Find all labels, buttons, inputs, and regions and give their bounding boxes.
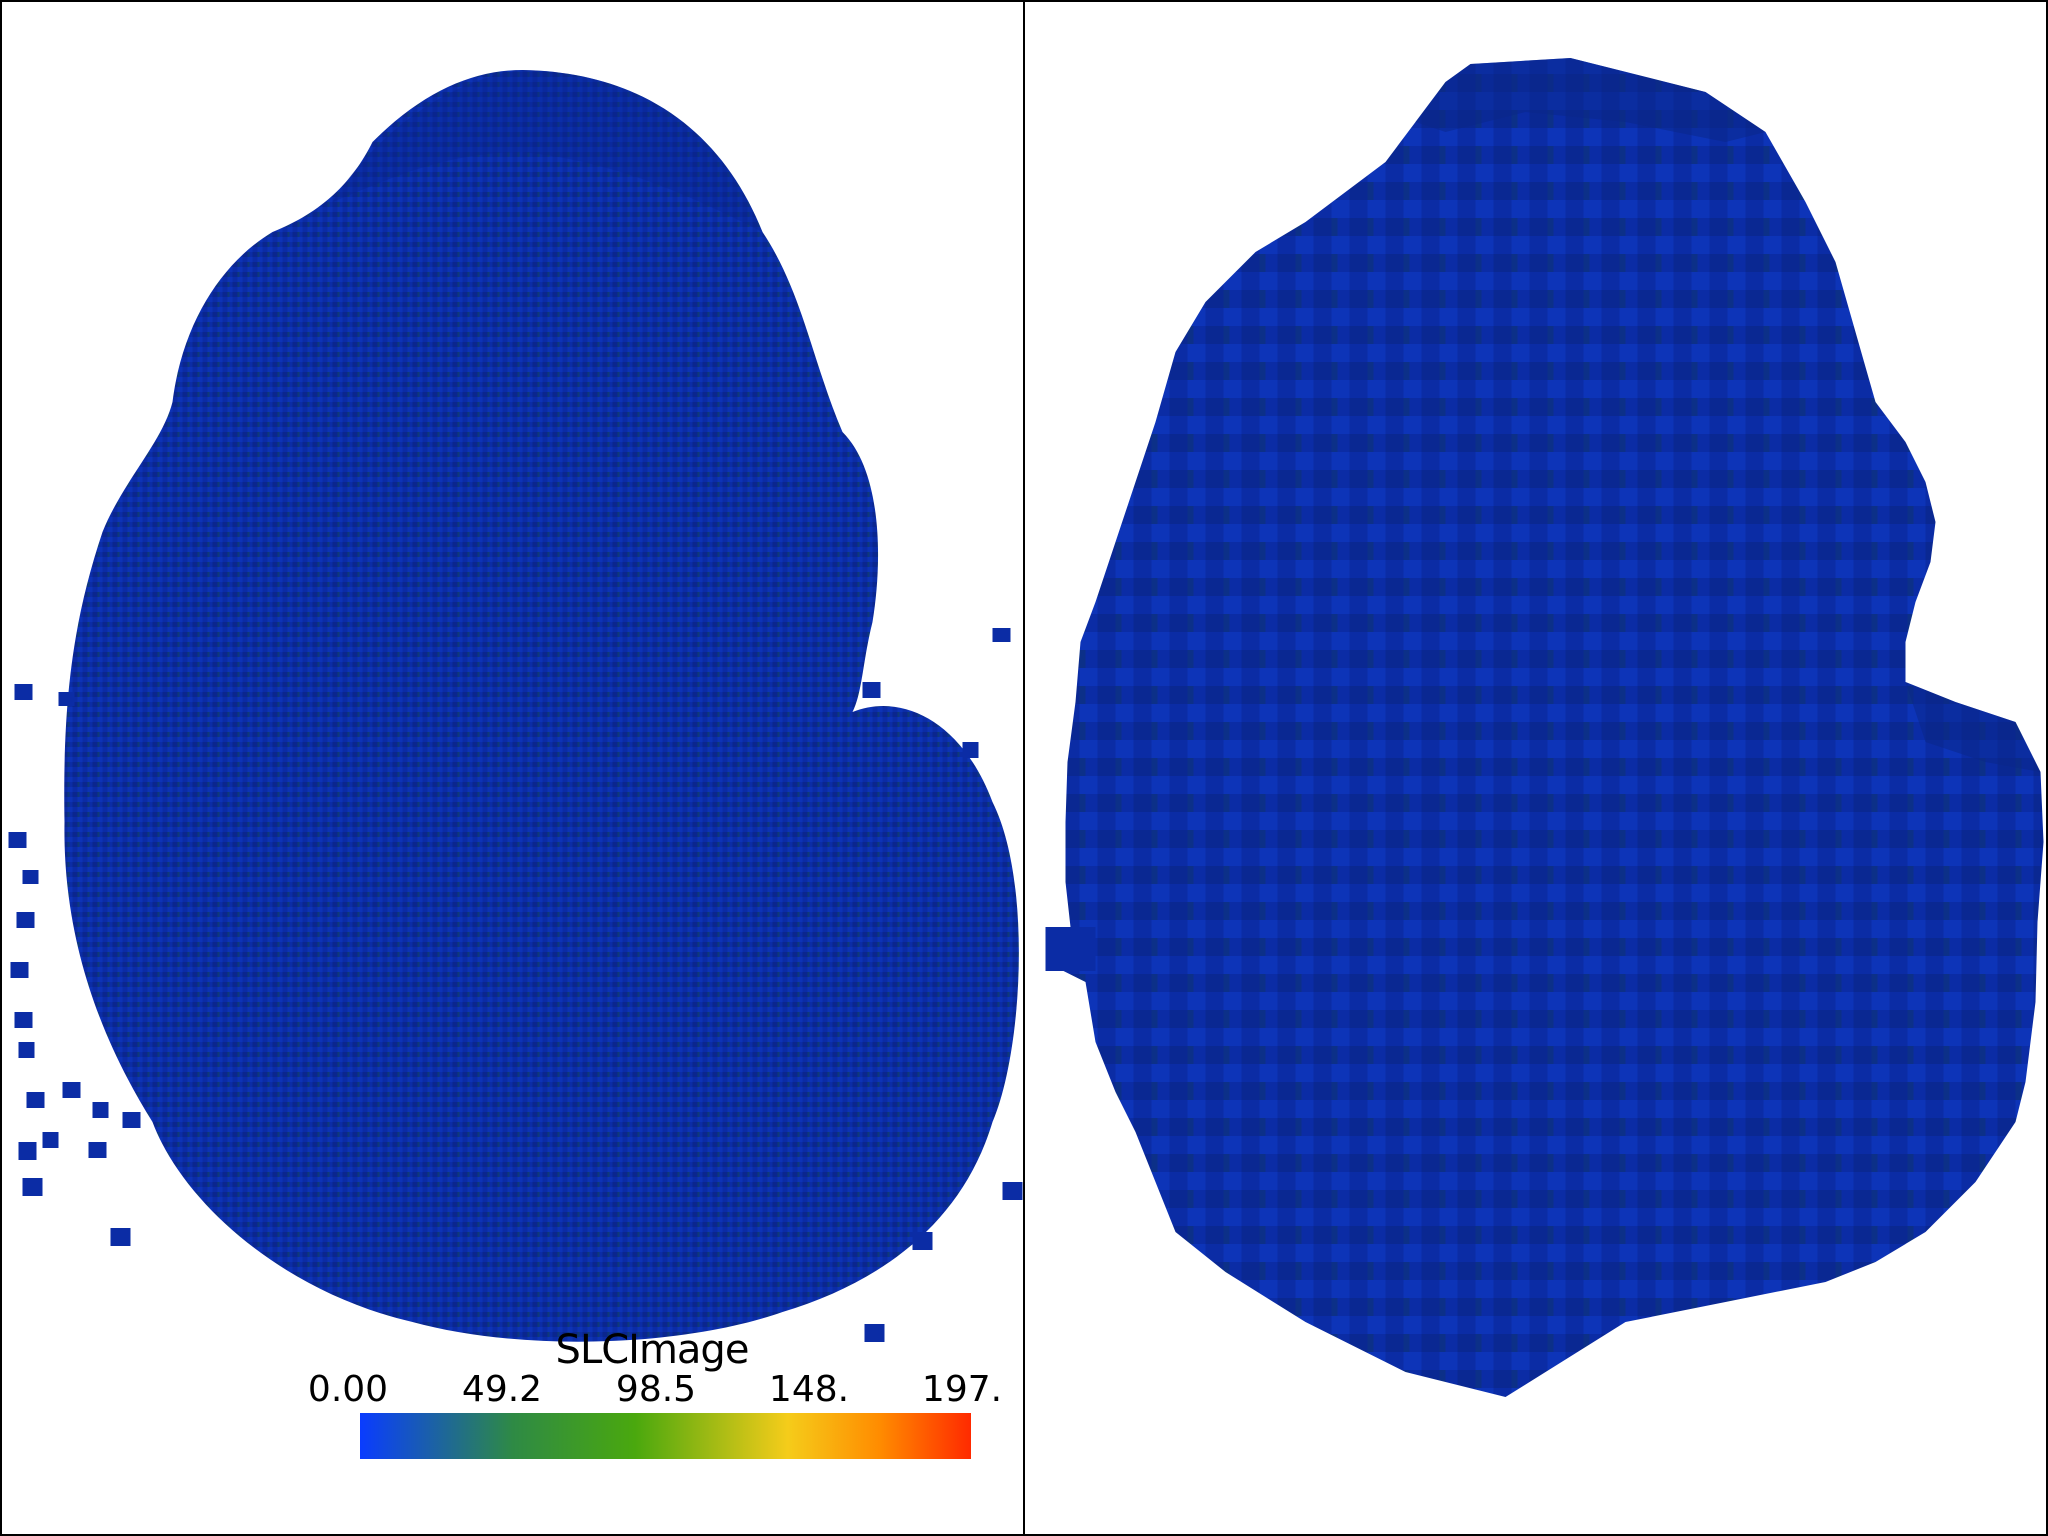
right-render-view[interactable]	[1024, 0, 2048, 1536]
left-render-view[interactable]: SLCImage 0.00 49.2 98.5 148. 197.	[0, 0, 1024, 1536]
left-scattered-voxels	[8, 628, 1023, 1342]
scalar-bar-gradient	[360, 1413, 971, 1459]
right-volume-body	[1045, 58, 2044, 1397]
scalar-bar-legend: SLCImage 0.00 49.2 98.5 148. 197.	[302, 1327, 1002, 1467]
scalar-bar-label: 197.	[921, 1369, 1003, 1410]
left-volume-body	[64, 70, 1019, 1342]
scalar-bar-label: 49.2	[461, 1369, 543, 1410]
right-volume-render[interactable]	[1025, 2, 2046, 1534]
right-stray-voxel	[1045, 927, 1096, 971]
scalar-bar-label: 98.5	[615, 1369, 697, 1410]
scalar-bar-label: 148.	[768, 1369, 850, 1410]
scalar-bar-title: SLCImage	[555, 1327, 750, 1373]
scalar-bar-label: 0.00	[307, 1369, 389, 1410]
scalar-bar-labels: 0.00 49.2 98.5 148. 197.	[302, 1369, 1002, 1413]
left-volume-render[interactable]	[2, 2, 1023, 1534]
